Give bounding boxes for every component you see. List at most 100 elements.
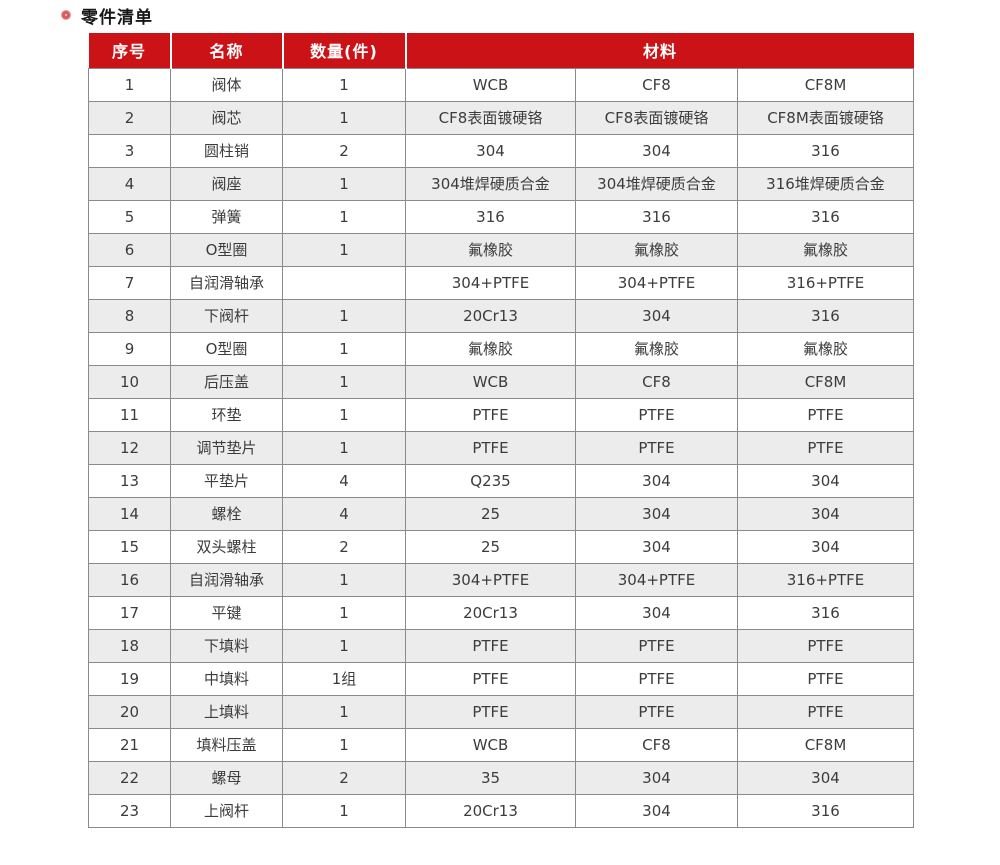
cell-part-name: 下阀杆 (170, 298, 283, 333)
cell-quantity: 4 (282, 496, 406, 531)
section-title-bar: 零件清单 (62, 4, 153, 28)
cell-material-3: 316 (737, 199, 914, 234)
table-row: 15 双头螺柱 2 25 304 304 (88, 529, 914, 564)
cell-material-1: 316 (405, 199, 576, 234)
cell-part-name: 平垫片 (170, 463, 283, 498)
cell-material-3: 316 (737, 793, 914, 828)
cell-material-2: 304 (575, 793, 738, 828)
cell-part-name: 后压盖 (170, 364, 283, 399)
cell-part-name: 阀座 (170, 166, 283, 201)
cell-quantity: 1 (282, 397, 406, 432)
cell-quantity: 1 (282, 430, 406, 465)
cell-serial-number: 13 (88, 463, 171, 498)
table-row: 11 环垫 1 PTFE PTFE PTFE (88, 397, 914, 432)
cell-quantity: 1 (282, 331, 406, 366)
cell-material-1: 25 (405, 496, 576, 531)
header-cell-qty: 数量(件) (281, 33, 406, 68)
cell-material-2: 304 (575, 760, 738, 795)
cell-quantity: 1 (282, 166, 406, 201)
cell-material-3: 304 (737, 529, 914, 564)
cell-part-name: 平键 (170, 595, 283, 630)
cell-part-name: 圆柱销 (170, 133, 283, 168)
cell-material-3: 304 (737, 760, 914, 795)
cell-part-name: 中填料 (170, 661, 283, 696)
cell-material-1: 20Cr13 (405, 298, 576, 333)
cell-quantity: 1 (282, 298, 406, 333)
cell-part-name: 环垫 (170, 397, 283, 432)
cell-serial-number: 6 (88, 232, 171, 267)
cell-serial-number: 20 (88, 694, 171, 729)
cell-part-name: 阀体 (170, 67, 283, 102)
cell-part-name: 阀芯 (170, 100, 283, 135)
cell-material-3: PTFE (737, 694, 914, 729)
table-row: 19 中填料 1组 PTFE PTFE PTFE (88, 661, 914, 696)
cell-part-name: 上阀杆 (170, 793, 283, 828)
cell-quantity (282, 265, 406, 300)
cell-material-2: 316 (575, 199, 738, 234)
cell-part-name: 上填料 (170, 694, 283, 729)
parts-table-body: 1 阀体 1 WCB CF8 CF8M 2 阀芯 1 CF8表面镀硬铬 CF8表面镀硬铬 CF8M表面… (88, 67, 914, 828)
cell-quantity: 1 (282, 562, 406, 597)
cell-material-2: 304 (575, 595, 738, 630)
table-row: 2 阀芯 1 CF8表面镀硬铬 CF8表面镀硬铬 CF8M表面镀硬铬 (88, 100, 914, 135)
cell-serial-number: 16 (88, 562, 171, 597)
cell-serial-number: 23 (88, 793, 171, 828)
table-row: 18 下填料 1 PTFE PTFE PTFE (88, 628, 914, 663)
cell-material-1: PTFE (405, 661, 576, 696)
cell-material-2: PTFE (575, 397, 738, 432)
cell-material-2: PTFE (575, 628, 738, 663)
cell-material-2: 304+PTFE (575, 562, 738, 597)
cell-material-3: 316 (737, 133, 914, 168)
cell-material-2: 304+PTFE (575, 265, 738, 300)
cell-material-3: 316 (737, 595, 914, 630)
cell-part-name: 双头螺柱 (170, 529, 283, 564)
table-row: 1 阀体 1 WCB CF8 CF8M (88, 67, 914, 102)
cell-material-1: WCB (405, 364, 576, 399)
cell-material-3: 氟橡胶 (737, 232, 914, 267)
cell-material-3: PTFE (737, 430, 914, 465)
cell-material-2: PTFE (575, 661, 738, 696)
cell-serial-number: 7 (88, 265, 171, 300)
cell-serial-number: 1 (88, 67, 171, 102)
cell-serial-number: 2 (88, 100, 171, 135)
table-row: 21 填料压盖 1 WCB CF8 CF8M (88, 727, 914, 762)
cell-material-3: CF8M (737, 727, 914, 762)
cell-quantity: 1 (282, 67, 406, 102)
cell-part-name: 填料压盖 (170, 727, 283, 762)
cell-part-name: 螺栓 (170, 496, 283, 531)
cell-quantity: 1 (282, 727, 406, 762)
cell-material-3: CF8M (737, 364, 914, 399)
cell-serial-number: 10 (88, 364, 171, 399)
header-cell-material: 材料 (404, 33, 914, 68)
table-row: 22 螺母 2 35 304 304 (88, 760, 914, 795)
cell-material-3: 316+PTFE (737, 265, 914, 300)
page-title: 零件清单 (81, 7, 153, 28)
cell-material-2: CF8 (575, 727, 738, 762)
cell-part-name: 下填料 (170, 628, 283, 663)
cell-serial-number: 12 (88, 430, 171, 465)
cell-material-1: CF8表面镀硬铬 (405, 100, 576, 135)
cell-quantity: 1 (282, 595, 406, 630)
table-row: 7 自润滑轴承 304+PTFE 304+PTFE 316+PTFE (88, 265, 914, 300)
cell-material-3: PTFE (737, 661, 914, 696)
cell-material-1: 氟橡胶 (405, 232, 576, 267)
cell-material-1: 25 (405, 529, 576, 564)
cell-material-2: CF8表面镀硬铬 (575, 100, 738, 135)
cell-material-2: 氟橡胶 (575, 331, 738, 366)
cell-part-name: O型圈 (170, 232, 283, 267)
cell-material-1: 304+PTFE (405, 562, 576, 597)
cell-material-3: CF8M (737, 67, 914, 102)
cell-quantity: 2 (282, 529, 406, 564)
cell-material-1: PTFE (405, 628, 576, 663)
table-row: 10 后压盖 1 WCB CF8 CF8M (88, 364, 914, 399)
cell-material-2: CF8 (575, 364, 738, 399)
table-row: 17 平键 1 20Cr13 304 316 (88, 595, 914, 630)
cell-material-1: 304堆焊硬质合金 (405, 166, 576, 201)
cell-quantity: 1 (282, 628, 406, 663)
table-row: 5 弹簧 1 316 316 316 (88, 199, 914, 234)
cell-material-3: 316堆焊硬质合金 (737, 166, 914, 201)
cell-material-2: CF8 (575, 67, 738, 102)
cell-quantity: 1 (282, 199, 406, 234)
cell-quantity: 1 (282, 793, 406, 828)
